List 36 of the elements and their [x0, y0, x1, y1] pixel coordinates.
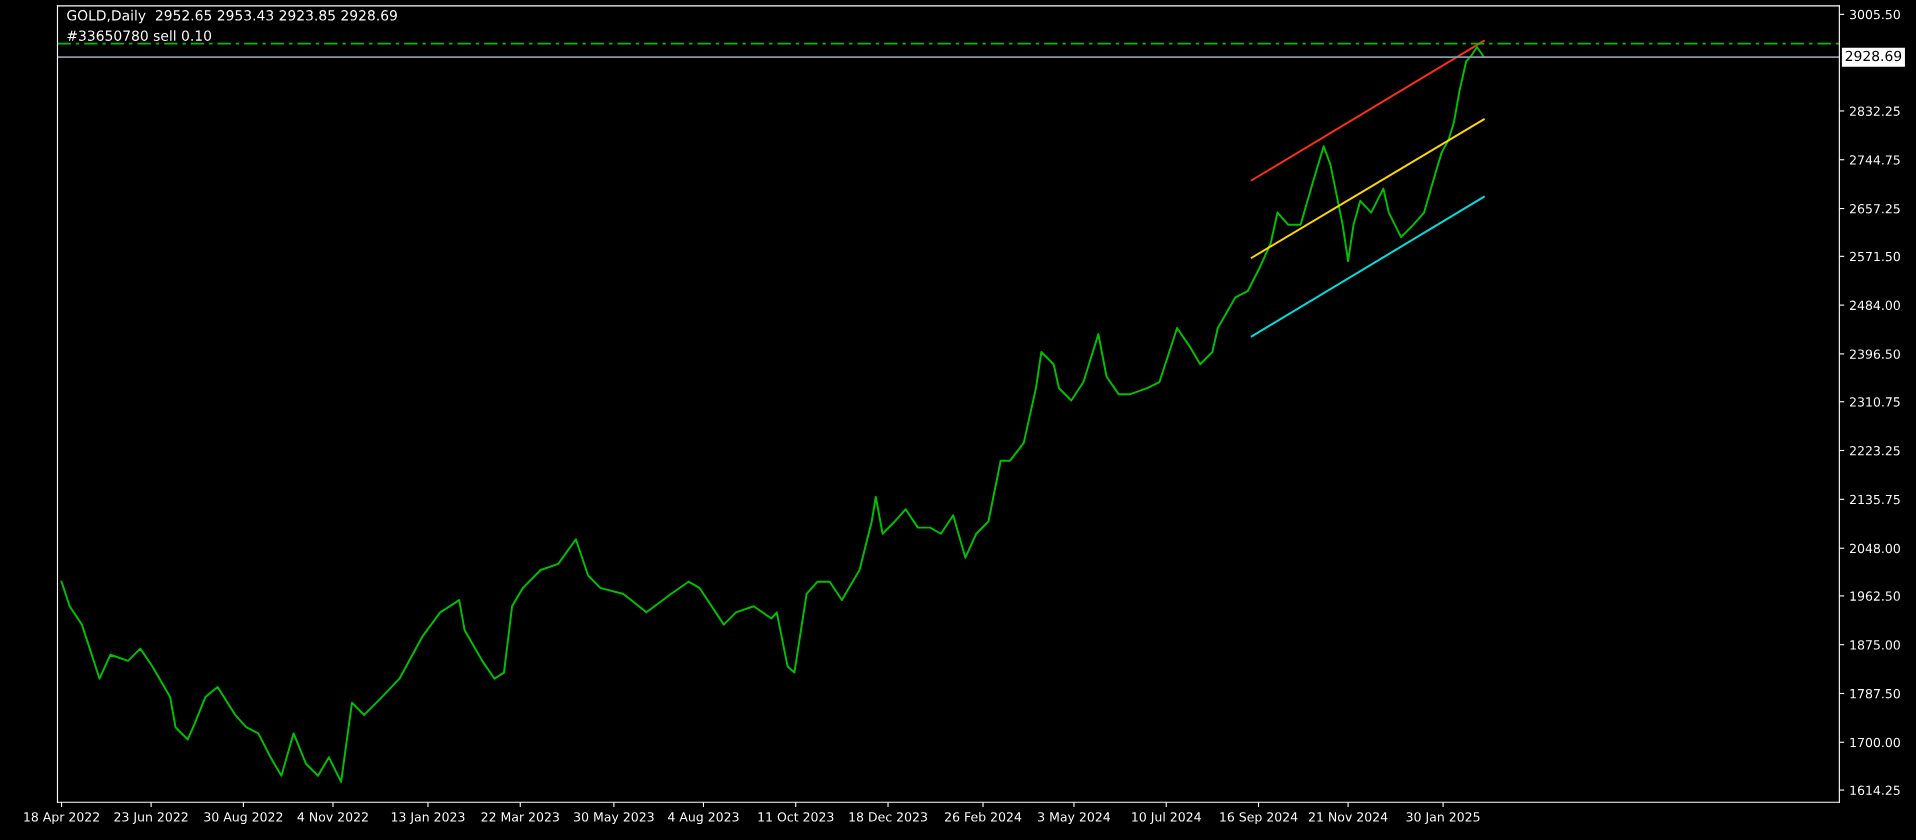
x-tick-label: 16 Sep 2024 [1220, 812, 1298, 825]
y-tick-label: 2135.75 [1850, 494, 1900, 505]
y-tick-label: 2744.75 [1850, 155, 1900, 165]
y-tick-label: 1787.50 [1850, 688, 1900, 699]
y-tick-label: 2657.25 [1850, 204, 1900, 214]
x-tick-label: 30 Aug 2022 [204, 812, 283, 825]
y-tick-label: 3005.50 [1850, 9, 1900, 20]
y-tick-label: 1614.25 [1850, 785, 1900, 795]
y-tick-label: 2396.50 [1850, 349, 1900, 359]
y-tick-label: 2571.50 [1850, 251, 1900, 262]
x-tick-label: 3 May 2024 [1038, 812, 1111, 825]
x-tick-label: 23 Jun 2022 [114, 812, 188, 824]
y-tick-label: 2484.00 [1850, 300, 1900, 311]
chart-title: GOLD,Daily 2952.65 2953.43 2923.85 2928.69 [67, 9, 397, 24]
y-tick-label: 2223.25 [1850, 445, 1900, 456]
ref-line-label: 2928.69 [1845, 50, 1902, 62]
x-tick-label: 21 Nov 2024 [1308, 812, 1388, 822]
ref-line-label: #33650780 sell 0.10 [67, 30, 212, 41]
x-tick-label: 4 Nov 2022 [297, 812, 368, 822]
y-tick-label: 1962.50 [1850, 591, 1900, 601]
y-tick-label: 2832.25 [1850, 106, 1900, 116]
x-tick-label: 30 May 2023 [574, 812, 654, 825]
x-tick-label: 11 Oct 2023 [758, 812, 834, 822]
x-tick-label: 13 Jan 2023 [391, 812, 465, 824]
x-tick-label: 30 Jan 2025 [1406, 812, 1480, 824]
y-tick-label: 1875.00 [1850, 640, 1900, 650]
y-tick-label: 1700.00 [1850, 737, 1900, 748]
x-tick-label: 4 Aug 2023 [668, 812, 739, 825]
y-tick-label: 2310.75 [1850, 397, 1900, 407]
line-series [60, 46, 1485, 783]
x-tick-label: 10 Jul 2024 [1132, 811, 1201, 824]
y-tick-label: 2048.00 [1850, 543, 1900, 554]
x-tick-label: 18 Dec 2023 [849, 812, 927, 822]
x-tick-label: 18 Apr 2022 [24, 812, 99, 825]
x-tick-label: 26 Feb 2024 [945, 811, 1022, 822]
x-tick-label: 22 Mar 2023 [481, 812, 559, 822]
